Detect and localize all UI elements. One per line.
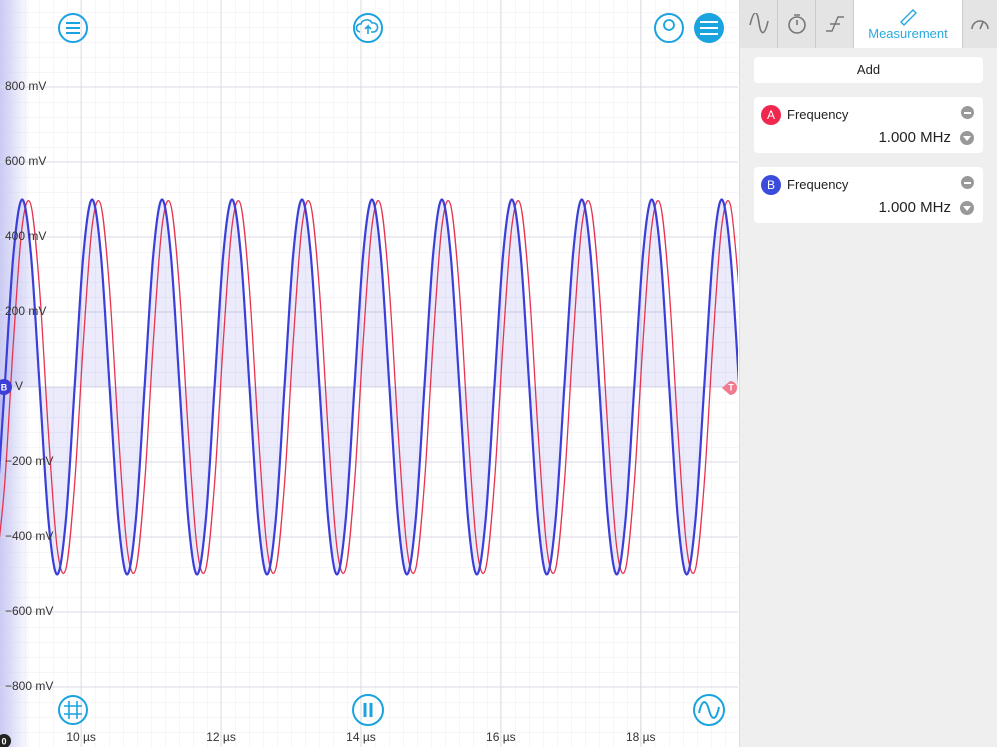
measurement-card: A Frequency 1.000 MHz xyxy=(754,97,983,153)
y-tick-label: 200 mV xyxy=(5,304,46,318)
y-tick-label: 600 mV xyxy=(5,154,46,168)
trigger-tab[interactable] xyxy=(816,0,854,48)
trigger-marker: T xyxy=(722,381,737,395)
channel-badge: A xyxy=(761,105,781,125)
remove-button[interactable] xyxy=(961,106,974,119)
origin-marker: 0 xyxy=(0,734,11,747)
dropdown-button[interactable] xyxy=(960,131,974,145)
measurement-name: Frequency xyxy=(787,107,849,122)
origin-marker-label: 0 xyxy=(1,736,6,746)
channel-marker: B xyxy=(0,379,12,395)
tab-bar: Measurement xyxy=(740,0,997,48)
measurement-value: 1.000 MHz xyxy=(878,199,951,216)
zoom-button[interactable] xyxy=(654,13,684,43)
y-tick-label: −200 mV xyxy=(5,454,53,468)
tab-label: Measurement xyxy=(868,25,948,41)
trace-line xyxy=(0,198,738,576)
grid-button[interactable] xyxy=(58,695,88,725)
pause-button[interactable] xyxy=(352,694,384,726)
side-panel: Measurement Add A Frequency 1.000 MHz B Freq… xyxy=(739,0,997,747)
measurement-name: Frequency xyxy=(787,177,849,192)
measurement-value: 1.000 MHz xyxy=(878,129,951,146)
trigger-marker-label: T xyxy=(728,382,734,392)
x-tick-label: 10 µs xyxy=(66,730,96,744)
bottom-controls xyxy=(58,694,725,726)
measurement-tab[interactable]: Measurement xyxy=(854,0,963,48)
x-tick-label: 16 µs xyxy=(486,730,516,744)
timer-tab[interactable] xyxy=(778,0,816,48)
minor-grid xyxy=(0,0,738,747)
y-tick-label: −600 mV xyxy=(5,604,53,618)
y-tick-label: −400 mV xyxy=(5,529,53,543)
top-controls xyxy=(58,13,724,43)
dropdown-button[interactable] xyxy=(960,201,974,215)
waveform-button[interactable] xyxy=(693,694,725,726)
area-fill xyxy=(0,199,738,575)
channel-marker-label: B xyxy=(1,382,8,392)
gauge-tab[interactable] xyxy=(963,0,997,48)
y-tick-label: −800 mV xyxy=(5,679,53,693)
x-tick-label: 14 µs xyxy=(346,730,376,744)
add-button[interactable]: Add xyxy=(754,57,983,83)
measurement-card: B Frequency 1.000 MHz xyxy=(754,167,983,223)
x-tick-label: 18 µs xyxy=(626,730,656,744)
menu-button[interactable] xyxy=(58,13,88,43)
x-tick-label: 12 µs xyxy=(206,730,236,744)
remove-button[interactable] xyxy=(961,176,974,189)
channel-badge: B xyxy=(761,175,781,195)
trace-line xyxy=(0,200,738,574)
y-tick-label: 400 mV xyxy=(5,229,46,243)
waveform-tab[interactable] xyxy=(740,0,778,48)
y-tick-label: 800 mV xyxy=(5,79,46,93)
cloud-button[interactable] xyxy=(353,13,383,43)
